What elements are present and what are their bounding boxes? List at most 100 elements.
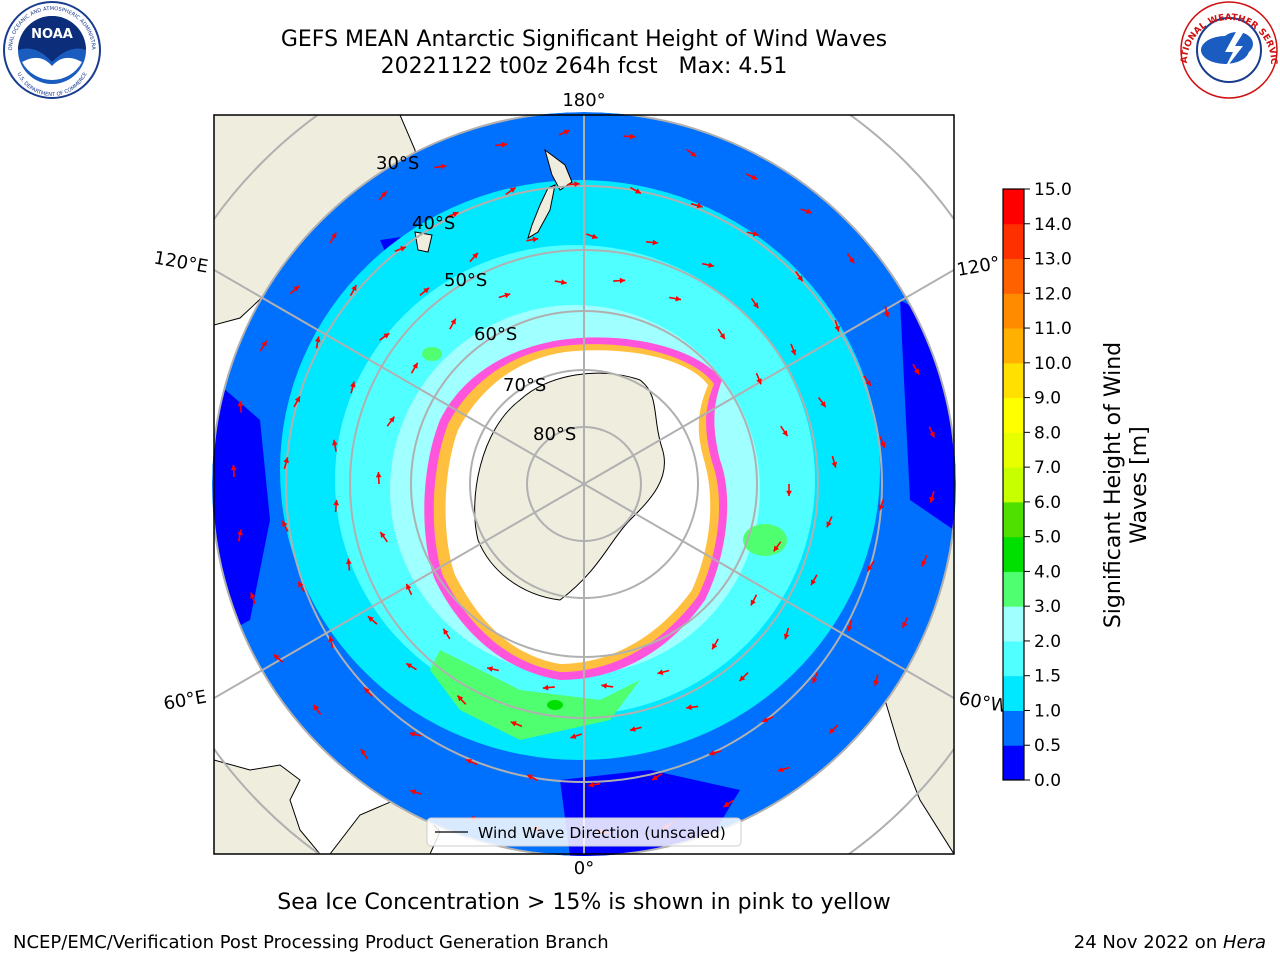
colorbar-tick-label: 10.0 (1034, 354, 1072, 374)
antarctica-landmass (474, 372, 665, 601)
wave-arrow-head (921, 560, 927, 567)
wave-arrow-head (820, 401, 826, 408)
wave-arrow-head (570, 733, 577, 739)
lat-label-30s: 30°S (376, 153, 419, 174)
wave-arrow-head (880, 441, 886, 448)
wave-arrow-head (750, 599, 756, 606)
wave-arrow-head (719, 333, 725, 340)
wave-arrow-head (913, 368, 920, 375)
legend-label: Wind Wave Direction (unscaled) (478, 824, 726, 842)
wave-arrow-head (510, 721, 517, 727)
wave-arrow-head (561, 279, 567, 285)
wave-arrow-head (574, 181, 580, 187)
lat-label-80s: 80°S (533, 424, 576, 445)
wave-arrow-head (812, 677, 818, 684)
wave-arrow-head (634, 188, 641, 194)
wave-arrow-head (261, 340, 267, 347)
wave-arrow-head (712, 643, 718, 650)
chart-title-line2: 20221122 t00z 264h fcst Max: 4.51 (380, 54, 788, 79)
wave-arrow-head (902, 621, 908, 628)
wave-arrow-head (273, 654, 280, 661)
wave-arrow-head (450, 318, 456, 325)
colorbar-tick-label: 3.0 (1034, 597, 1061, 617)
colorbar-tick-label: 5.0 (1034, 528, 1061, 548)
wave-arrow-head (406, 663, 413, 669)
wave-arrow-head (293, 285, 300, 292)
wave-arrow-head (440, 163, 447, 170)
wave-arrow-head (346, 558, 352, 565)
wave-arrow-head (409, 731, 416, 738)
colorbar: 0.0 0.5 1.0 1.5 2.0 3.0 4.0 5.0 6.0 7.0 8.0 9.0 10.0… (1002, 180, 1152, 791)
colorbar-segment (1003, 571, 1024, 607)
colorbar-tick-label: 1.5 (1034, 667, 1061, 687)
wave-arrow-head (777, 766, 784, 773)
wave-arrow-head (380, 532, 386, 538)
wave-arrow-head (412, 362, 418, 369)
wave-arrow-head (708, 262, 714, 268)
wave-arrow-head (883, 311, 890, 318)
wave-arrow-head (601, 683, 607, 689)
wave-arrow-head (360, 748, 367, 755)
footer-producer: NCEP/EMC/Verification Post Processing Pr… (13, 932, 609, 953)
wave-arrow-head (690, 151, 697, 157)
lat-label-40s: 40°S (412, 213, 455, 234)
lon-label-60e: 60°E (162, 686, 208, 714)
wave-arrow-head (332, 439, 338, 446)
wave-arrow-head (466, 759, 472, 765)
colorbar-segment (1003, 397, 1024, 433)
wave-arrow-head (797, 275, 803, 282)
wave-arrow-head (773, 545, 779, 552)
wave-arrow-head (563, 129, 570, 135)
wave-arrow-head (472, 252, 478, 259)
lon-label-0: 0° (574, 858, 594, 879)
colorbar-segment (1003, 328, 1024, 364)
colorbar-tick-label: 0.5 (1034, 736, 1061, 756)
colorbar-segment (1003, 362, 1024, 399)
wave-arrow-head (410, 789, 416, 795)
wave-arrow-head (294, 396, 300, 403)
colorbar-segment (1003, 189, 1024, 225)
colorbar-tick-label: 0.0 (1034, 771, 1061, 791)
wave-arrow-head (367, 616, 374, 622)
wave-arrow-head (834, 325, 840, 332)
colorbar-tick-label: 1.0 (1034, 701, 1061, 721)
wave-arrow-head (782, 430, 788, 437)
colorbar-segment (1003, 606, 1024, 642)
wave-arrow-head (443, 628, 449, 635)
wave-arrow-head (406, 583, 412, 590)
wave-arrow-head (389, 416, 395, 423)
wave-arrow-head (867, 565, 873, 572)
colorbar-segment (1003, 223, 1024, 260)
wave-arrow-head (783, 633, 790, 640)
noaa-logo: NOAA NATIONAL OCEANIC AND ATMOSPHERIC AD… (0, 0, 101, 99)
wave-arrow-head (806, 208, 812, 214)
wave-arrow-head (457, 695, 464, 702)
tasmania-landmass (414, 231, 433, 253)
noaa-logo-text: NOAA (31, 27, 73, 42)
colorbar-segment (1003, 675, 1024, 711)
colorbar-tick-label: 4.0 (1034, 562, 1061, 582)
wave-arrow-head (929, 431, 935, 438)
wave-arrow-head (865, 379, 871, 386)
colorbar-segment (1003, 501, 1024, 538)
wave-arrow-head (501, 141, 507, 148)
wave-arrow-head (364, 687, 370, 694)
wave-arrow-head (630, 726, 636, 732)
colorbar-tick-label: 13.0 (1034, 250, 1072, 270)
wave-arrow-head (619, 277, 626, 284)
map-gridlines (214, 115, 954, 854)
colorbar-segment (1003, 293, 1024, 329)
wave-arrow-head (314, 336, 321, 343)
wave-arrow-head (282, 520, 288, 527)
wave-arrow-head (829, 727, 835, 734)
wave-arrow-head (375, 472, 382, 478)
lon-label-180: 180° (562, 90, 605, 111)
map-legend: Wind Wave Direction (unscaled) (426, 817, 742, 847)
wave-arrow-head (237, 529, 243, 536)
colorbar-tick-label: 11.0 (1034, 319, 1072, 339)
colorbar-label-line1: Significant Height of Wind (1101, 342, 1126, 628)
wave-arrow-head (751, 174, 758, 180)
wave-arrow-head (786, 490, 792, 496)
wave-arrow-head (527, 774, 533, 780)
